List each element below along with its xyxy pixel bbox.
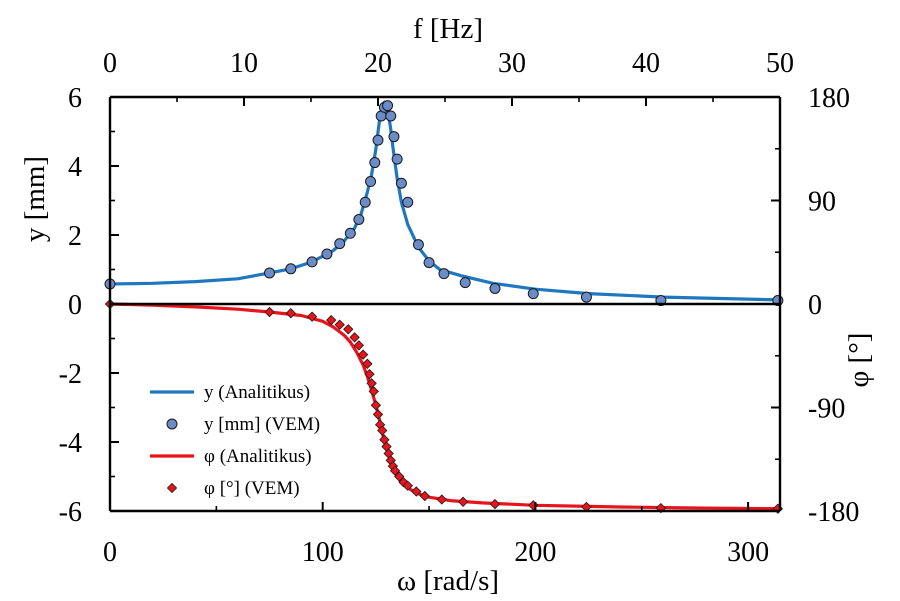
series-3-point-17 bbox=[377, 425, 388, 436]
x-top-tick-label: 10 bbox=[230, 48, 258, 79]
y-left-axis-title: y [mm] bbox=[19, 156, 51, 242]
series-3-point-24 bbox=[394, 471, 405, 482]
y-left-tick-label: 2 bbox=[68, 221, 82, 252]
series-3-point-13 bbox=[368, 386, 379, 397]
series-1-point-25 bbox=[527, 288, 539, 300]
series-1-point-5 bbox=[334, 238, 346, 250]
series-1-point-9 bbox=[365, 176, 377, 188]
series-1-point-1 bbox=[264, 267, 276, 279]
series-1-point-19 bbox=[402, 196, 414, 208]
x-top-tick-label: 0 bbox=[103, 48, 117, 79]
series-3-point-27 bbox=[411, 486, 422, 497]
series-3-point-8 bbox=[353, 340, 365, 351]
x-bottom-tick-label: 100 bbox=[302, 537, 344, 568]
y-left-tick-label: 6 bbox=[68, 83, 82, 114]
series-1-point-10 bbox=[369, 157, 381, 169]
series-3-point-28 bbox=[419, 490, 430, 502]
y-right-tick-label: -90 bbox=[808, 394, 845, 425]
series-1-point-22 bbox=[438, 268, 450, 280]
y-left-tick-label: 0 bbox=[68, 290, 82, 321]
x-top-tick-label: 50 bbox=[766, 48, 794, 79]
x-bottom-tick-label: 300 bbox=[727, 537, 769, 568]
series-1-point-14 bbox=[382, 100, 394, 112]
series-1-point-18 bbox=[395, 177, 407, 189]
series-layer bbox=[104, 100, 784, 514]
series-1-point-8 bbox=[359, 196, 371, 208]
series-3-point-12 bbox=[366, 378, 377, 389]
series-1-point-16 bbox=[388, 131, 400, 143]
x-bottom-tick-label: 200 bbox=[514, 537, 556, 568]
y-left-tick-label: -4 bbox=[59, 428, 82, 459]
series-3-point-31 bbox=[489, 498, 501, 510]
series-1-point-11 bbox=[372, 134, 384, 146]
y-right-tick-label: -180 bbox=[808, 497, 859, 528]
series-3-point-15 bbox=[372, 409, 384, 420]
series-3-point-7 bbox=[349, 332, 360, 343]
series-3-point-5 bbox=[334, 319, 345, 330]
x-bottom-axis-title: ω [rad/s] bbox=[397, 565, 499, 597]
series-3-point-4 bbox=[326, 314, 337, 326]
series-1-point-24 bbox=[489, 282, 501, 294]
series-3-point-23 bbox=[389, 465, 401, 476]
x-top-tick-label: 20 bbox=[364, 48, 392, 79]
legend: y (Analitikus) y [mm] (VEM) φ (Analitikus)… bbox=[150, 382, 320, 499]
series-1-point-20 bbox=[412, 239, 424, 251]
series-3-point-6 bbox=[343, 324, 354, 335]
x-bottom-tick-label: 0 bbox=[103, 537, 117, 568]
legend-symbol-3 bbox=[166, 482, 178, 494]
series-1-point-4 bbox=[321, 248, 333, 260]
series-3-point-14 bbox=[370, 400, 382, 411]
series-1-point-3 bbox=[306, 256, 318, 268]
y-right-axis-title: φ [°] bbox=[843, 333, 875, 388]
series-3-point-32 bbox=[528, 500, 539, 511]
legend-label-2: φ (Analitikus) bbox=[204, 446, 312, 467]
series-3-point-1 bbox=[264, 306, 275, 318]
legend-symbol-1 bbox=[166, 418, 178, 430]
series-1-point-26 bbox=[580, 291, 592, 303]
y-right-tick-label: 90 bbox=[808, 187, 836, 218]
series-1-point-7 bbox=[353, 213, 365, 225]
y-left-tick-label: -2 bbox=[59, 359, 82, 390]
y-left-tick-label: -6 bbox=[59, 497, 82, 528]
series-1-point-15 bbox=[385, 110, 397, 122]
y-left-tick-label: 4 bbox=[68, 152, 82, 183]
series-1-point-2 bbox=[285, 263, 297, 275]
legend-label-1: y [mm] (VEM) bbox=[204, 414, 320, 435]
y-right-tick-label: 0 bbox=[808, 290, 822, 321]
series-3-point-29 bbox=[436, 494, 447, 505]
y-right-tick-label: 180 bbox=[808, 83, 850, 114]
series-3-point-2 bbox=[285, 308, 296, 319]
legend-label-3: φ [°] (VEM) bbox=[204, 478, 300, 499]
x-top-tick-label: 30 bbox=[498, 48, 526, 79]
series-1-point-21 bbox=[423, 257, 435, 269]
series-3-point-11 bbox=[364, 368, 375, 380]
series-3-point-26 bbox=[402, 480, 413, 491]
series-3-point-3 bbox=[306, 311, 318, 322]
series-3-point-9 bbox=[357, 349, 369, 360]
legend-label-0: y (Analitikus) bbox=[204, 382, 310, 403]
series-3-point-10 bbox=[362, 358, 373, 369]
x-top-axis-title: f [Hz] bbox=[413, 13, 483, 45]
series-1-point-23 bbox=[459, 277, 471, 289]
x-top-tick-label: 40 bbox=[632, 48, 660, 79]
series-3-point-30 bbox=[457, 496, 469, 507]
series-1-point-6 bbox=[344, 227, 356, 239]
axes-layer: 0 100 200 300 0 10 20 30 40 50 -6 -4 -2 0 2 4 6 -180 -90 0 9… bbox=[59, 48, 860, 568]
series-1-point-17 bbox=[391, 153, 403, 165]
